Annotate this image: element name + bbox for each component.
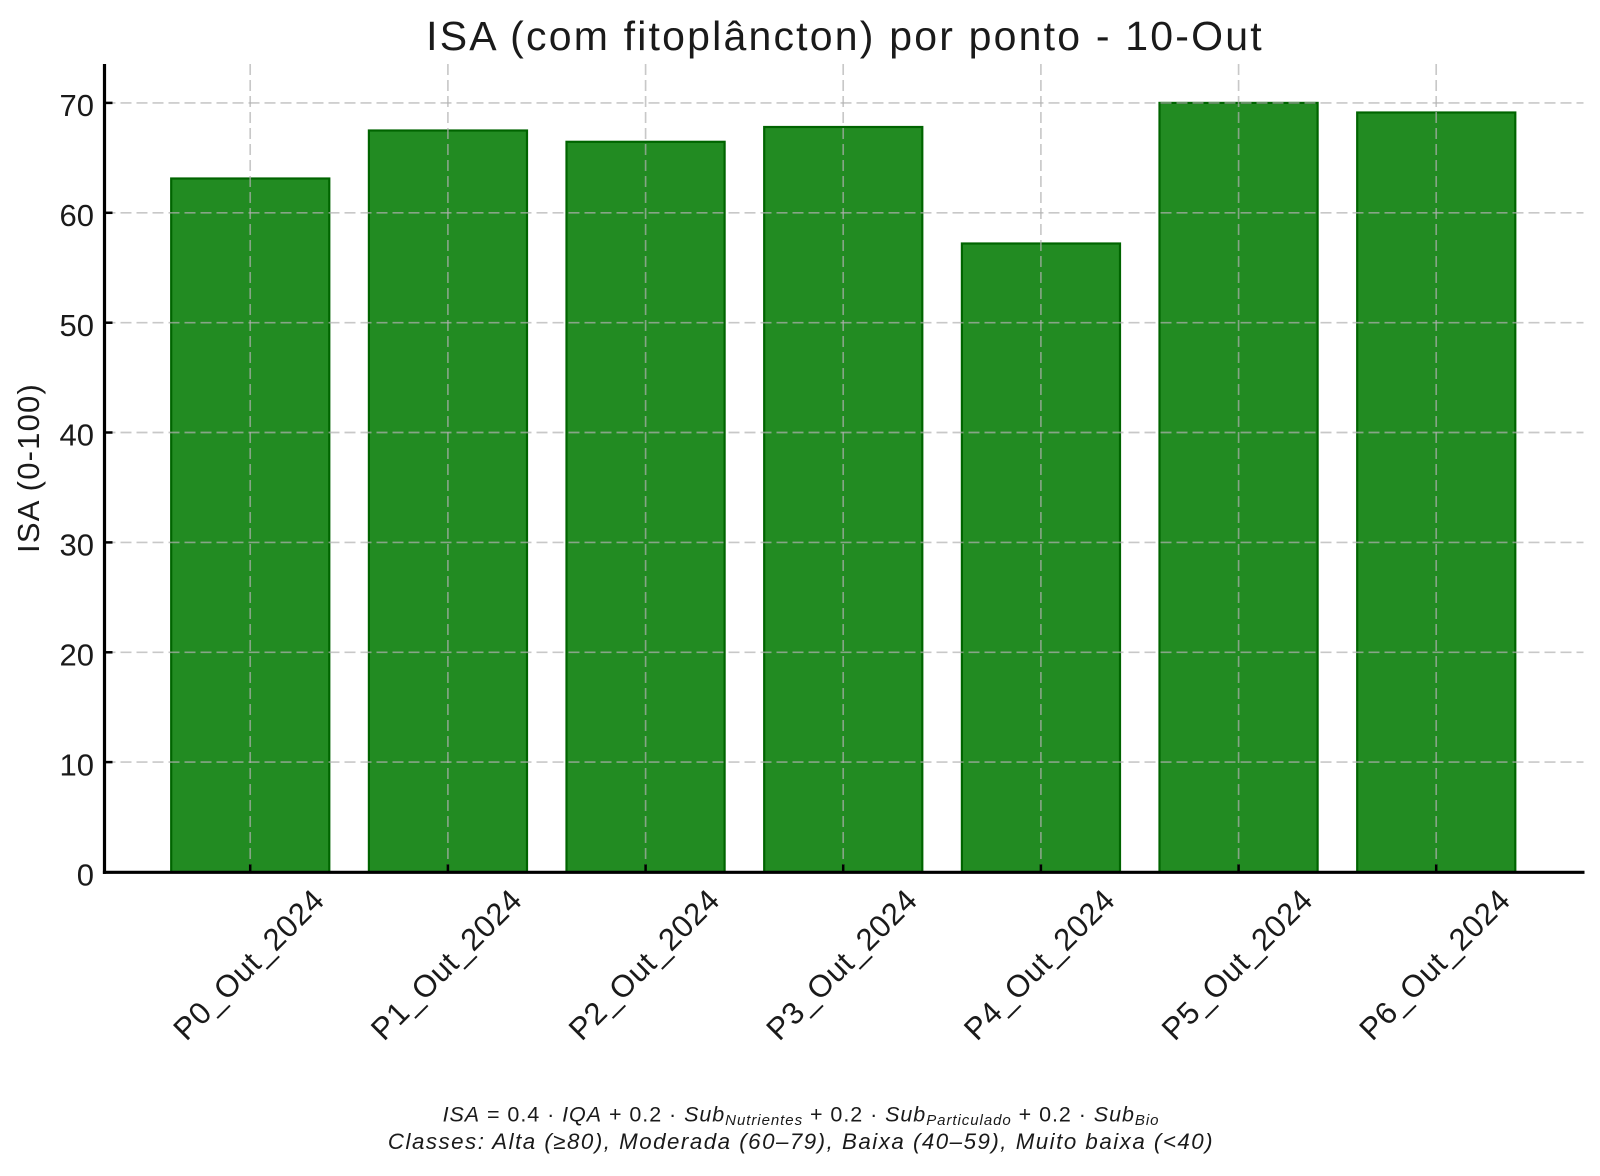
svg-text:20: 20 <box>60 638 94 673</box>
svg-text:ISA (com fitoplâncton) por pon: ISA (com fitoplâncton) por ponto - 10-Ou… <box>426 13 1264 59</box>
svg-text:40: 40 <box>60 418 94 453</box>
svg-text:ISA (0-100): ISA (0-100) <box>11 383 46 553</box>
svg-text:10: 10 <box>60 747 94 782</box>
svg-text:30: 30 <box>60 528 94 563</box>
svg-text:Classes: Alta (≥80), Moderada: Classes: Alta (≥80), Moderada (60–79), B… <box>388 1129 1214 1154</box>
svg-text:70: 70 <box>60 88 94 123</box>
svg-text:60: 60 <box>60 198 94 233</box>
svg-text:0: 0 <box>77 858 94 893</box>
svg-text:50: 50 <box>60 308 94 343</box>
